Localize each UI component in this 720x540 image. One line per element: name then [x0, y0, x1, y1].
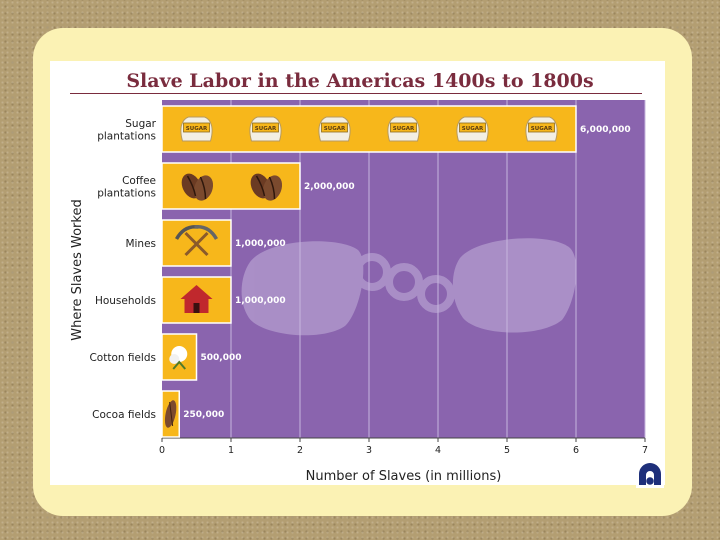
publisher-logo-icon	[636, 460, 664, 488]
title-divider	[70, 93, 642, 94]
pickaxe-icon	[174, 225, 219, 257]
svg-text:SUGAR: SUGAR	[393, 126, 415, 132]
x-tick-label-0: 0	[159, 445, 165, 456]
bar-0	[161, 105, 577, 153]
broken-chain-watermark	[241, 238, 577, 336]
category-label-line: plantations	[97, 187, 156, 199]
sugar-sack-icon-group-0: SUGAR SUGAR SUGAR SUGAR SUGAR SUGAR	[180, 116, 558, 142]
value-label-0: 6,000,000	[580, 125, 631, 135]
svg-text:SUGAR: SUGAR	[462, 126, 484, 132]
x-tick-label-1: 1	[228, 445, 234, 456]
sugar-sack-icon: SUGAR	[180, 116, 213, 142]
cocoa-pod-icon-group-5	[164, 400, 177, 428]
sugar-sack-icon: SUGAR	[456, 116, 489, 142]
category-label-line: Coffee	[122, 175, 156, 187]
x-axis-title: Number of Slaves (in millions)	[306, 469, 502, 484]
house-icon-group-3	[180, 285, 213, 313]
value-label-3: 1,000,000	[235, 296, 286, 306]
category-label-line: Cotton fields	[89, 352, 156, 364]
x-tick-label-3: 3	[366, 445, 372, 456]
category-label-line: Cocoa fields	[92, 409, 156, 421]
category-label-2: Mines	[125, 238, 156, 250]
pickaxe-icon-group-2	[174, 225, 219, 257]
svg-text:SUGAR: SUGAR	[186, 126, 208, 132]
cotton-boll-icon-group-4	[169, 346, 188, 370]
x-tick-label-6: 6	[573, 445, 579, 456]
coffee-bean-icon	[181, 173, 214, 201]
sugar-sack-icon: SUGAR	[525, 116, 558, 142]
sugar-sack-icon: SUGAR	[318, 116, 351, 142]
x-tick-label-4: 4	[435, 445, 441, 456]
x-tick-label-2: 2	[297, 445, 303, 456]
value-label-4: 500,000	[201, 353, 242, 363]
svg-text:SUGAR: SUGAR	[255, 126, 277, 132]
category-label-line: plantations	[97, 130, 156, 142]
category-label-1: Coffee plantations	[97, 175, 156, 200]
category-label-line: Households	[95, 295, 156, 307]
category-label-line: Sugar	[125, 118, 156, 130]
x-tick-label-5: 5	[504, 445, 510, 456]
coffee-bean-icon	[250, 173, 283, 201]
cotton-boll-icon	[169, 346, 188, 370]
category-label-line: Mines	[125, 238, 156, 250]
svg-text:SUGAR: SUGAR	[531, 126, 553, 132]
svg-text:SUGAR: SUGAR	[324, 126, 346, 132]
category-label-0: Sugar plantations	[97, 118, 156, 143]
category-label-3: Households	[95, 295, 156, 307]
x-tick-label-7: 7	[642, 445, 648, 456]
category-label-4: Cotton fields	[89, 352, 156, 364]
y-axis-title: Where Slaves Worked	[70, 199, 85, 340]
cocoa-pod-icon	[164, 400, 177, 428]
category-label-5: Cocoa fields	[92, 409, 156, 421]
chart-title: Slave Labor in the Americas 1400s to 180…	[126, 70, 594, 92]
coffee-bean-icon-group-1	[181, 173, 283, 201]
value-label-1: 2,000,000	[304, 182, 355, 192]
sugar-sack-icon: SUGAR	[249, 116, 282, 142]
house-icon	[180, 285, 213, 313]
sugar-sack-icon: SUGAR	[387, 116, 420, 142]
value-label-5: 250,000	[183, 410, 224, 420]
value-label-2: 1,000,000	[235, 239, 286, 249]
